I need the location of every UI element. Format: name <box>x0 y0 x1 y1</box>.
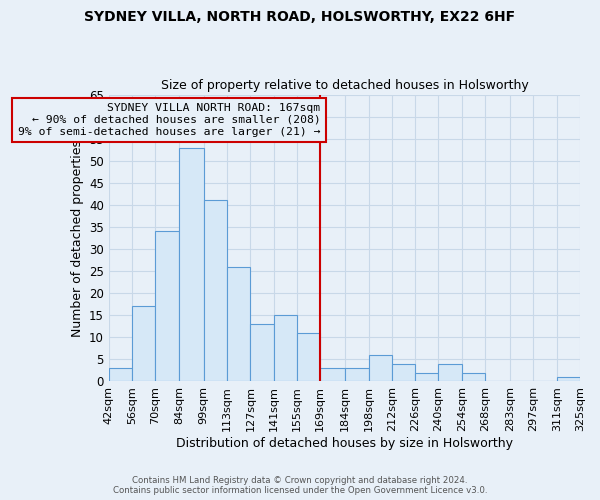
Bar <box>345 368 368 382</box>
Bar <box>392 364 415 382</box>
Title: Size of property relative to detached houses in Holsworthy: Size of property relative to detached ho… <box>161 79 528 92</box>
Bar <box>415 372 439 382</box>
Y-axis label: Number of detached properties: Number of detached properties <box>71 140 83 336</box>
Bar <box>155 232 179 382</box>
Bar <box>462 372 485 382</box>
Bar <box>557 377 580 382</box>
Bar <box>109 368 132 382</box>
Bar <box>297 333 320 382</box>
Text: Contains HM Land Registry data © Crown copyright and database right 2024.
Contai: Contains HM Land Registry data © Crown c… <box>113 476 487 495</box>
Bar <box>439 364 462 382</box>
Bar <box>132 306 155 382</box>
Text: SYDNEY VILLA NORTH ROAD: 167sqm
← 90% of detached houses are smaller (208)
9% of: SYDNEY VILLA NORTH ROAD: 167sqm ← 90% of… <box>18 104 320 136</box>
Text: SYDNEY VILLA, NORTH ROAD, HOLSWORTHY, EX22 6HF: SYDNEY VILLA, NORTH ROAD, HOLSWORTHY, EX… <box>85 10 515 24</box>
Bar <box>179 148 204 382</box>
Bar <box>368 355 392 382</box>
Bar <box>227 266 250 382</box>
X-axis label: Distribution of detached houses by size in Holsworthy: Distribution of detached houses by size … <box>176 437 513 450</box>
Bar <box>250 324 274 382</box>
Bar <box>204 200 227 382</box>
Bar <box>320 368 345 382</box>
Bar <box>274 316 297 382</box>
